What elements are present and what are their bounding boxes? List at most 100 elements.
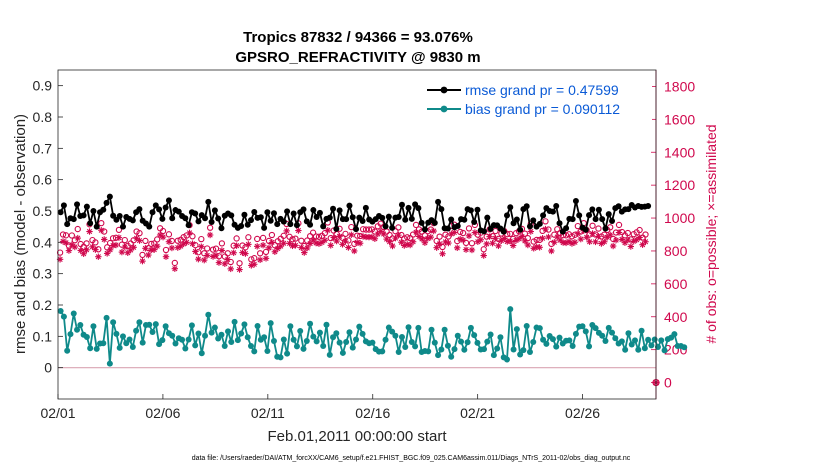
possible-obs-marker	[92, 239, 99, 246]
y-tick-label: 0.5	[33, 203, 53, 219]
possible-obs-marker	[562, 232, 570, 239]
y-tick-label: 0.8	[33, 109, 53, 125]
rmse-data-point	[605, 211, 612, 218]
assimilated-obs-marker	[112, 241, 120, 249]
possible-obs-marker	[109, 235, 117, 242]
bias-data-point	[536, 325, 543, 332]
asterisk-stroke	[348, 232, 354, 238]
bias-data-point	[425, 348, 432, 355]
assimilated-obs-marker	[227, 265, 234, 273]
bias-data-point	[605, 324, 612, 331]
asterisk-stroke	[536, 244, 543, 250]
possible-obs-marker	[256, 250, 264, 257]
assimilated-obs-marker	[142, 245, 149, 252]
asterisk-stroke	[207, 232, 213, 238]
rmse-data-point	[467, 207, 474, 214]
possible-obs-marker	[148, 240, 155, 248]
bias-data-point	[566, 337, 573, 344]
legend-box	[422, 76, 652, 120]
asterisk-stroke	[145, 252, 151, 258]
rmse-data-point	[169, 215, 176, 222]
bias-data-point	[526, 349, 533, 355]
possible-obs-marker	[642, 231, 649, 238]
assimilated-obs-marker	[445, 239, 452, 247]
rmse-data-point	[106, 193, 113, 200]
assimilated-obs-marker	[348, 231, 355, 239]
bias-data-point	[379, 348, 386, 355]
possible-obs-marker	[251, 255, 258, 262]
assimilated-obs-marker	[103, 250, 111, 257]
bias-data-point	[182, 345, 189, 352]
bias-data-point	[87, 345, 94, 352]
asterisk-stroke	[463, 247, 469, 253]
possible-obs-marker	[198, 235, 205, 243]
assimilated-obs-marker	[636, 234, 643, 241]
assimilated-obs-marker	[336, 233, 343, 240]
asterisk-stroke	[454, 245, 460, 251]
asterisk-stroke	[436, 241, 443, 247]
y-tick-label: 0	[44, 360, 52, 376]
rmse-data-point	[90, 208, 97, 214]
asterisk-stroke	[507, 238, 513, 244]
possible-obs-marker	[218, 240, 226, 247]
asterisk-stroke	[69, 242, 75, 248]
rmse-data-point	[563, 225, 570, 232]
assimilated-obs-marker	[268, 239, 276, 246]
rmse-data-point	[185, 222, 192, 229]
assimilated-obs-marker	[206, 231, 214, 239]
asterisk-stroke	[481, 252, 487, 259]
rmse-data-point	[326, 214, 333, 221]
rmse-data-point	[359, 218, 366, 225]
rmse-data-point	[599, 216, 606, 223]
assimilated-obs-marker	[454, 244, 461, 252]
rmse-data-point	[461, 216, 468, 223]
assimilated-obs-marker	[601, 238, 608, 245]
rmse-data-point	[192, 210, 199, 217]
possible-obs-marker	[206, 224, 214, 231]
assimilated-obs-marker	[607, 231, 614, 239]
rmse-data-point	[418, 219, 425, 226]
asterisk-stroke	[195, 256, 201, 262]
possible-obs-marker	[236, 260, 243, 267]
bias-data-point	[159, 337, 166, 344]
asterisk-stroke	[331, 234, 337, 241]
bias-data-point	[152, 321, 159, 328]
asterisk-stroke	[607, 232, 613, 238]
asterisk-stroke	[213, 252, 219, 258]
assimilated-obs-marker	[345, 244, 352, 251]
assimilated-obs-marker	[612, 236, 620, 244]
asterisk-stroke	[589, 230, 596, 237]
rmse-data-point	[435, 198, 442, 205]
asterisk-stroke	[245, 241, 251, 247]
assimilated-obs-marker	[595, 233, 602, 240]
bias-data-point	[671, 331, 678, 338]
rmse-data-point	[129, 217, 136, 224]
bias-data-point	[658, 337, 665, 344]
asterisk-stroke	[628, 243, 634, 250]
bias-data-point	[277, 354, 284, 361]
rmse-data-point	[162, 204, 169, 211]
assimilated-obs-marker	[195, 255, 202, 263]
assimilated-obs-marker	[256, 256, 264, 264]
asterisk-stroke	[95, 254, 101, 260]
asterisk-stroke	[539, 235, 546, 241]
possible-obs-marker	[312, 233, 320, 240]
asterisk-stroke	[57, 256, 63, 262]
x-tick-label: 02/01	[40, 405, 75, 421]
rmse-data-point	[379, 214, 386, 221]
y-tick-label: 0.4	[33, 234, 53, 250]
y2-tick-label: 400	[664, 309, 688, 325]
rmse-data-point	[589, 206, 596, 213]
asterisk-stroke	[413, 229, 419, 235]
assimilated-obs-marker	[506, 237, 514, 245]
rmse-data-point	[202, 215, 209, 222]
assimilated-obs-marker	[62, 239, 70, 246]
possible-obs-marker	[68, 232, 76, 239]
asterisk-stroke	[60, 238, 66, 245]
bias-data-point	[74, 326, 81, 333]
assimilated-obs-marker	[189, 240, 196, 247]
bias-data-point	[471, 332, 478, 339]
asterisk-stroke	[139, 258, 146, 264]
assimilated-obs-marker	[571, 239, 579, 246]
bias-data-point	[517, 351, 524, 358]
